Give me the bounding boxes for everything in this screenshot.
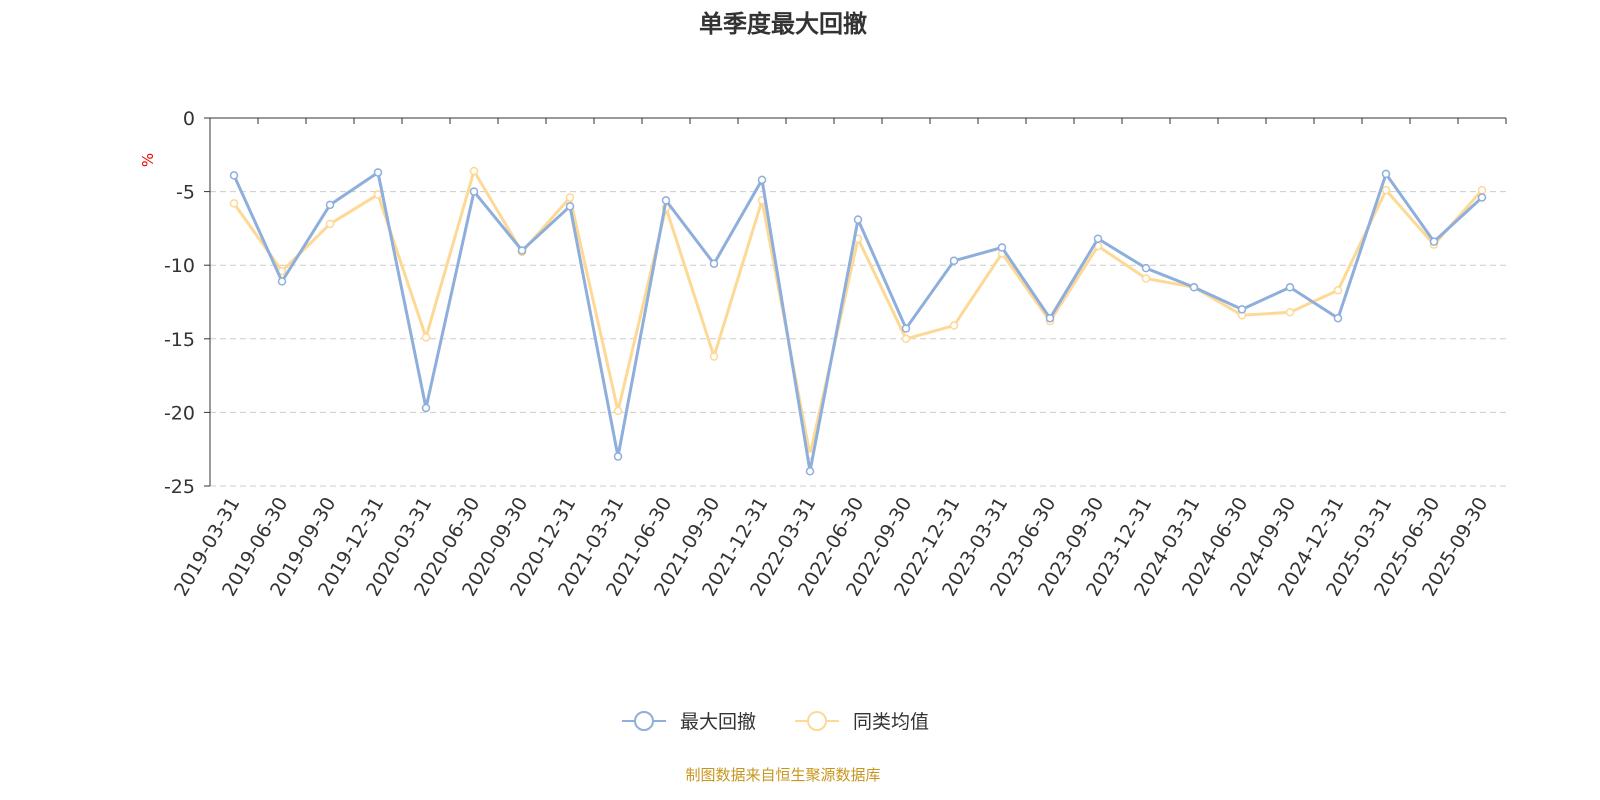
data-point <box>469 187 479 196</box>
data-point <box>1333 285 1343 295</box>
legend-marker <box>634 711 654 731</box>
data-point <box>853 215 863 224</box>
y-tick-label: -15 <box>164 329 195 351</box>
data-point <box>325 219 335 229</box>
legend-label: 同类均值 <box>853 711 929 733</box>
data-point <box>1477 193 1487 202</box>
data-point <box>997 243 1007 252</box>
data-point <box>1141 274 1151 283</box>
data-point <box>373 168 383 177</box>
data-point <box>613 452 623 461</box>
data-point <box>373 190 383 199</box>
data-point <box>421 403 431 413</box>
data-point <box>565 193 575 202</box>
y-tick-label: -20 <box>164 402 195 424</box>
data-point <box>709 352 719 361</box>
data-point <box>229 199 239 208</box>
data-point <box>517 246 527 255</box>
data-point <box>1237 305 1247 314</box>
data-point <box>277 277 287 286</box>
data-point <box>709 259 719 268</box>
data-point <box>757 175 767 185</box>
source-note: 制图数据来自恒生聚源数据库 <box>685 766 880 784</box>
data-point <box>1333 313 1343 323</box>
data-point <box>325 200 335 210</box>
data-point <box>949 256 959 266</box>
y-tick-label: -5 <box>176 182 195 204</box>
data-point <box>901 324 911 333</box>
y-tick-label: 0 <box>183 108 195 130</box>
data-point <box>1093 234 1103 243</box>
data-point <box>1429 237 1439 246</box>
y-tick-label: -10 <box>164 255 195 277</box>
y-axis-unit: % <box>139 153 157 167</box>
data-point <box>229 171 239 180</box>
data-point <box>421 333 431 342</box>
data-point <box>949 321 959 330</box>
data-point <box>661 196 671 205</box>
data-point <box>1477 185 1487 195</box>
y-tick-label: -25 <box>164 476 195 498</box>
data-point <box>1189 283 1199 292</box>
data-point <box>1045 313 1055 323</box>
data-point <box>901 334 911 344</box>
data-point <box>565 202 575 211</box>
data-point <box>1381 169 1391 179</box>
data-point <box>1381 185 1391 195</box>
data-point <box>613 406 623 416</box>
chart-title: 单季度最大回撤 <box>699 10 867 38</box>
legend-marker <box>807 711 827 731</box>
legend-label: 最大回撤 <box>680 711 756 733</box>
data-point <box>1285 308 1295 317</box>
data-point <box>805 467 815 476</box>
data-point <box>469 166 479 176</box>
data-point <box>1285 283 1295 292</box>
data-point <box>1141 263 1151 273</box>
